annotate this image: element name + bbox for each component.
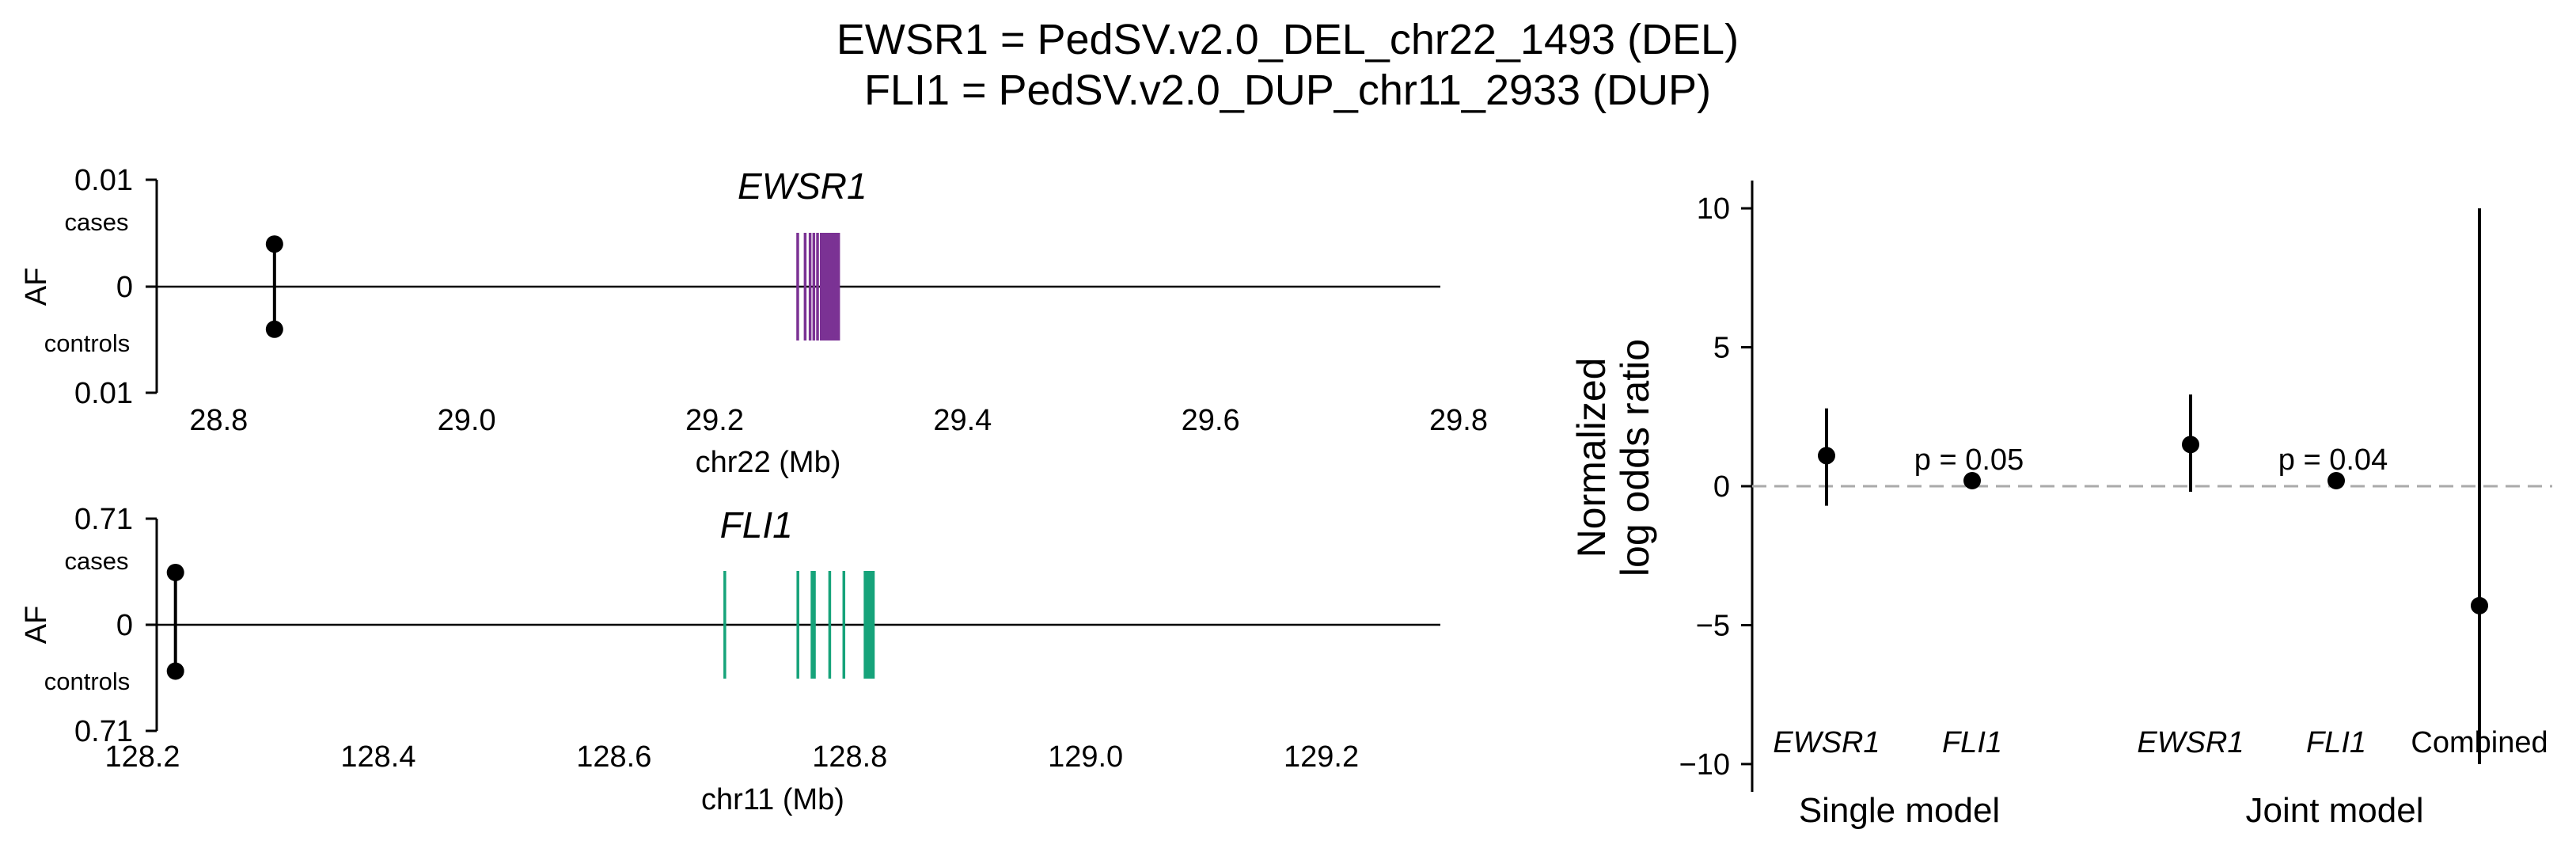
case-af-point — [166, 563, 184, 581]
gene-label: EWSR1 — [738, 165, 867, 207]
x-tick-label: 128.6 — [576, 740, 651, 774]
x-tick-label: 129.2 — [1284, 740, 1359, 774]
control-af-point — [265, 320, 283, 338]
y-tick-label: 10 — [1697, 192, 1730, 226]
x-axis-label: chr22 (Mb) — [696, 446, 841, 479]
y-tick-label: −10 — [1679, 748, 1730, 782]
x-tick-label: 128.2 — [104, 740, 180, 774]
y-tick-label-bottom: 0.01 — [74, 377, 133, 410]
category-label: Combined — [2411, 726, 2548, 759]
x-tick-label: 128.4 — [340, 740, 415, 774]
ewsr1-locus-panel: 0.01 0 0.01 cases controls AF 28.8 29.0 29.2 29.4… — [20, 164, 1488, 479]
case-af-point — [265, 235, 283, 253]
category-label: EWSR1 — [1773, 726, 1880, 759]
controls-label: controls — [44, 668, 131, 695]
p-value-label: p = 0.04 — [2278, 443, 2388, 477]
y-axis-label-line-2: log odds ratio — [1613, 339, 1657, 576]
estimate-point — [1963, 471, 1981, 489]
cases-label: cases — [65, 547, 129, 575]
x-tick-label: 29.0 — [438, 404, 496, 437]
group-label: Single model — [1799, 791, 2000, 830]
y-tick-label: 5 — [1713, 332, 1730, 365]
category-label: EWSR1 — [2137, 726, 2244, 759]
y-axis-label-line-1: Normalized — [1569, 358, 1614, 558]
control-af-point — [166, 662, 184, 680]
x-tick-label: 29.2 — [685, 404, 744, 437]
y-tick-label-bottom: 0.71 — [74, 715, 133, 748]
y-tick-label-top: 0.71 — [74, 503, 133, 536]
y-tick-label: −5 — [1696, 609, 1730, 642]
p-value-label: p = 0.05 — [1914, 443, 2024, 477]
y-tick-label-zero: 0 — [116, 609, 133, 642]
gene-label: FLI1 — [720, 504, 793, 546]
figure-title-line-1: EWSR1 = PedSV.v2.0_DEL_chr22_1493 (DEL) — [837, 16, 1739, 63]
y-tick-label-top: 0.01 — [74, 164, 133, 197]
x-tick-label: 129.0 — [1048, 740, 1123, 774]
x-axis-label: chr11 (Mb) — [701, 783, 844, 816]
category-label: FLI1 — [2306, 726, 2366, 759]
y-tick-label-zero: 0 — [116, 271, 133, 304]
estimate-point — [1818, 447, 1835, 465]
x-tick-label: 29.4 — [933, 404, 992, 437]
category-label: FLI1 — [1942, 726, 2002, 759]
x-tick-label: 29.8 — [1429, 404, 1488, 437]
x-tick-label: 128.8 — [812, 740, 887, 774]
y-axis-label: AF — [20, 606, 53, 645]
y-tick-label: 0 — [1713, 470, 1730, 504]
x-tick-label: 28.8 — [189, 404, 248, 437]
fli1-locus-panel: 0.71 0 0.71 cases controls AF 128.2 128.4 128.6 1… — [20, 503, 1440, 816]
controls-label: controls — [44, 329, 131, 357]
group-label: Joint model — [2245, 791, 2423, 830]
y-axis-label: AF — [20, 268, 53, 306]
estimate-point — [2471, 596, 2488, 614]
x-tick-label: 29.6 — [1182, 404, 1240, 437]
estimate-point — [2182, 436, 2199, 454]
estimate-point — [2328, 471, 2345, 489]
cases-label: cases — [65, 208, 129, 236]
odds-ratio-panel: 10 5 0 −5 −10 Normalized log odds ratio EWSR1 p … — [1569, 181, 2552, 830]
figure-title-line-2: FLI1 = PedSV.v2.0_DUP_chr11_2933 (DUP) — [864, 67, 1711, 114]
